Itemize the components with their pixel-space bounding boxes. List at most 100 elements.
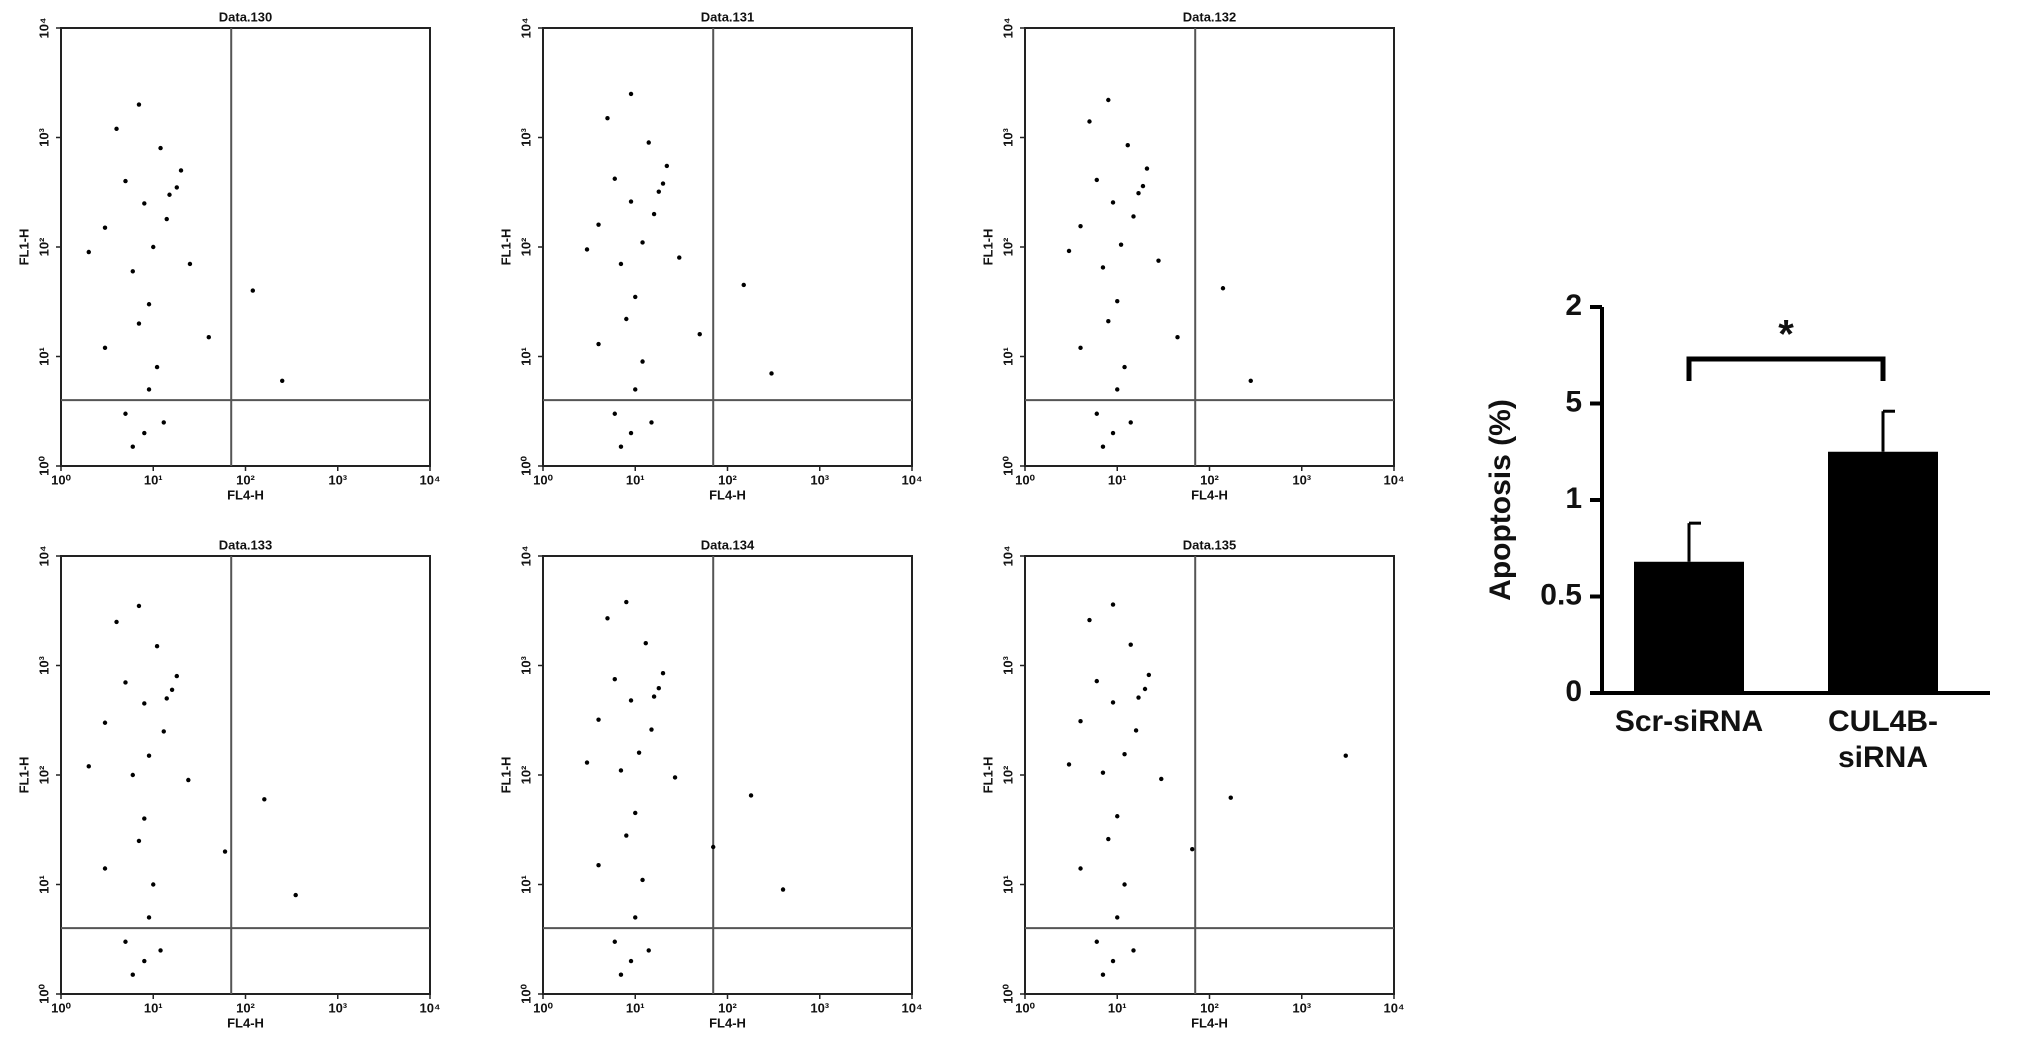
event-dot	[1078, 345, 1083, 351]
event-dot	[612, 176, 617, 181]
y-tick-label: 10⁴	[1000, 18, 1015, 39]
y-tick-label: 5	[1565, 385, 1582, 418]
event-dot	[656, 686, 661, 691]
event-dot	[605, 116, 610, 121]
x-tick-label: 10⁴	[902, 472, 923, 487]
event-dot	[142, 816, 147, 821]
x-tick-label: 10²	[718, 472, 737, 487]
event-dot	[1159, 776, 1164, 782]
event-dot	[1125, 143, 1130, 148]
y-tick-label: 10²	[1000, 237, 1015, 256]
plot-title: Data.130	[219, 9, 272, 24]
event-dot	[643, 640, 648, 646]
event-dot	[624, 316, 629, 322]
x-tick-label: 10⁴	[902, 1000, 923, 1015]
y-tick-label: 10³	[1000, 655, 1015, 674]
y-tick-label: 10²	[36, 765, 51, 784]
x-axis-label: FL4-H	[227, 487, 264, 502]
y-axis-label: FL1-H	[980, 229, 995, 266]
event-dot	[102, 866, 108, 871]
x-tick-label: 10⁴	[420, 1000, 441, 1015]
event-dot	[1087, 617, 1092, 623]
event-dot	[628, 91, 634, 97]
x-tick-label: 10³	[328, 472, 347, 487]
event-dot	[1140, 183, 1146, 189]
x-axis-label: FL4-H	[227, 1015, 264, 1030]
x-tick-label: 10²	[1200, 1000, 1219, 1015]
event-dot	[596, 341, 601, 347]
y-tick-label: 10⁰	[518, 455, 533, 475]
y-tick-label: 10³	[1000, 127, 1015, 146]
event-dot	[1106, 97, 1111, 103]
event-dot	[1100, 972, 1106, 977]
y-tick-label: 10²	[36, 237, 51, 256]
event-dot	[633, 915, 638, 920]
y-tick-label: 10²	[518, 237, 533, 256]
event-dot	[640, 359, 645, 364]
event-dot	[584, 247, 590, 252]
event-dot	[1066, 762, 1072, 767]
y-axis-label: FL1-H	[498, 229, 513, 266]
event-dot	[1122, 882, 1127, 887]
event-dot	[1100, 265, 1106, 270]
event-dot	[151, 244, 156, 250]
x-tick-label: 10¹	[626, 1000, 645, 1015]
event-dot	[612, 676, 617, 682]
event-dot	[250, 288, 256, 293]
event-dot	[142, 430, 147, 436]
x-tick-label: 10³	[810, 1000, 829, 1015]
event-dot	[1106, 836, 1111, 842]
event-dot	[1115, 814, 1120, 819]
x-tick-label: 10⁴	[1384, 472, 1405, 487]
y-axis-label: FL1-H	[980, 757, 995, 794]
event-dot	[114, 126, 119, 132]
event-dot	[169, 687, 175, 692]
event-dot	[651, 211, 657, 217]
event-dot	[1078, 718, 1083, 724]
event-dot	[1078, 223, 1083, 229]
event-dot	[741, 282, 746, 288]
event-dot	[649, 420, 654, 425]
event-dot	[123, 411, 128, 416]
event-dot	[1133, 728, 1139, 733]
event-dot	[146, 753, 152, 758]
y-tick-label: 10⁰	[1000, 455, 1015, 475]
event-dot	[136, 102, 142, 107]
event-dot	[618, 261, 624, 267]
x-tick-label: 10³	[1292, 472, 1311, 487]
y-tick-label: 10²	[518, 765, 533, 784]
plot-title: Data.132	[1183, 9, 1236, 24]
event-dot	[136, 838, 142, 844]
significance-bracket	[1686, 356, 1886, 381]
x-tick-label: Scr-siRNA	[1615, 705, 1763, 738]
y-tick-label: 10⁰	[518, 983, 533, 1003]
event-dot	[1100, 770, 1106, 775]
y-tick-label: 10⁰	[36, 983, 51, 1003]
y-tick-label: 10¹	[518, 875, 533, 894]
y-tick-label: 10⁴	[518, 18, 533, 39]
y-tick-label: 10⁰	[36, 455, 51, 475]
event-dot	[154, 644, 160, 649]
event-dot	[596, 863, 601, 868]
event-dot	[186, 777, 191, 783]
event-dot	[293, 892, 298, 898]
event-dot	[142, 958, 147, 964]
event-dot	[158, 948, 163, 953]
x-axis-label: FL4-H	[1191, 1015, 1228, 1030]
bar	[1828, 451, 1938, 693]
event-dot	[618, 444, 624, 449]
x-axis-label: FL4-H	[709, 1015, 746, 1030]
event-dot	[151, 882, 156, 887]
event-dot	[146, 302, 152, 307]
x-tick-label: 10⁴	[420, 472, 441, 487]
x-axis-label: FL4-H	[709, 487, 746, 502]
event-dot	[1118, 242, 1124, 247]
event-dot	[136, 321, 142, 326]
x-tick-label: 10²	[236, 1000, 255, 1015]
x-tick-label: 10¹	[144, 472, 163, 487]
x-tick-label: 10¹	[626, 472, 645, 487]
event-dot	[660, 181, 666, 186]
event-dot	[628, 958, 634, 964]
event-dot	[1115, 915, 1120, 920]
event-dot	[1248, 378, 1253, 383]
